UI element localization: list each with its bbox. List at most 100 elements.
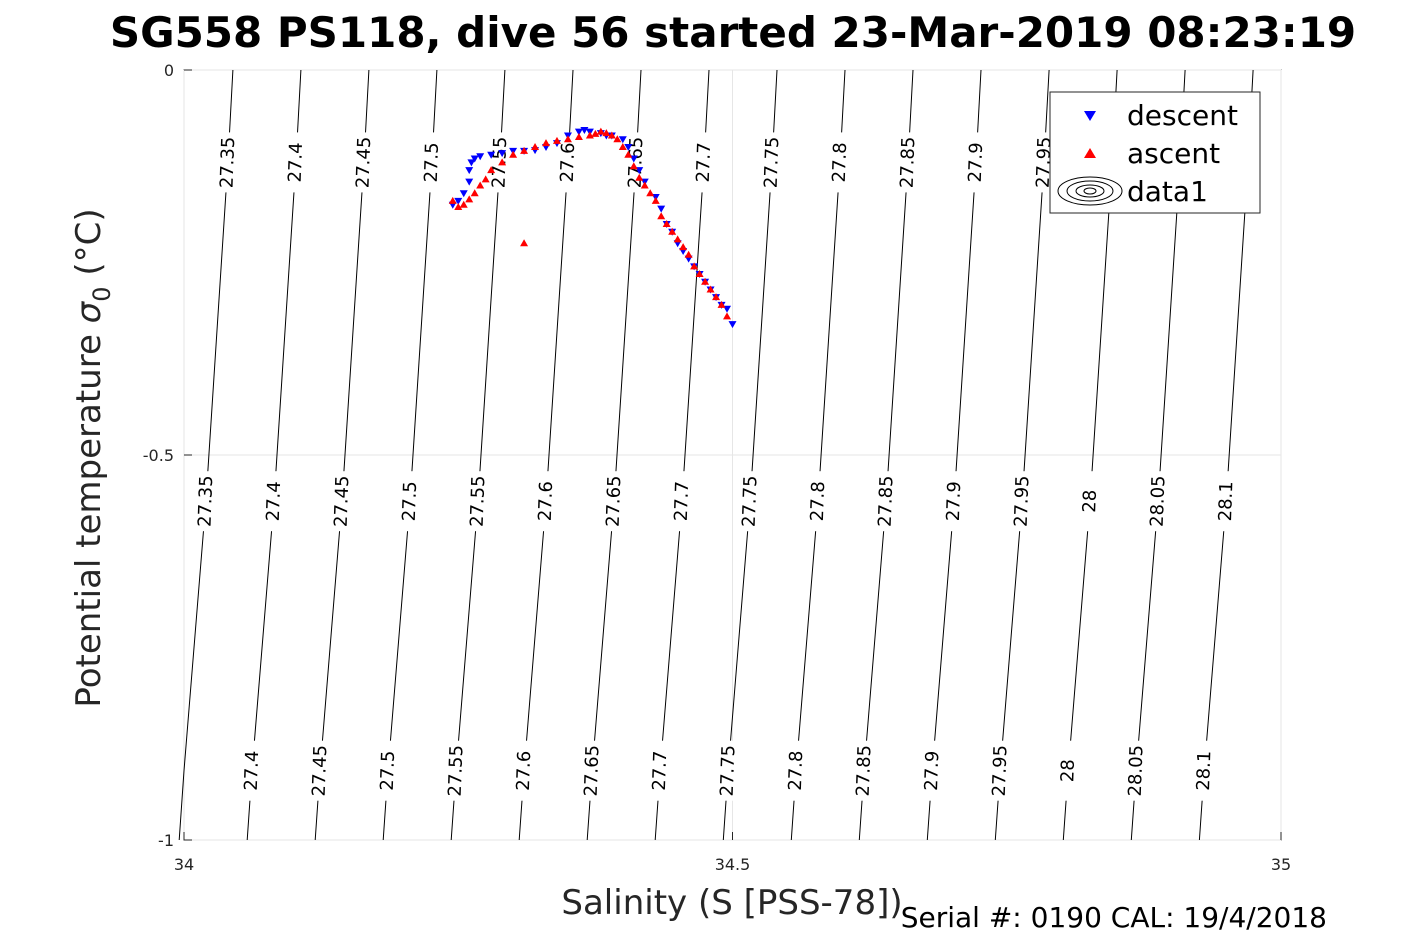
contour-label-0-8: 27.75 [761,136,784,188]
contour-label-1-15: 28.1 [1215,481,1237,522]
contour-label-bg-0-9 [828,132,853,193]
contour-label-bg-0-0 [215,132,240,193]
contour-label-bg-2-6 [580,740,605,801]
svg-text:Potential temperature σ0 (°C): Potential temperature σ0 (°C) [69,208,116,707]
contour-label-bg-2-7 [648,740,673,801]
y-axis-label-sub: 0 [88,286,116,301]
contour-label-2-8: 27.75 [717,745,740,797]
contour-label-2-13: 28 [1057,759,1079,783]
legend-ascent-label: ascent [1127,137,1220,170]
contour-label-bg-1-0 [193,471,218,532]
contour-label-bg-1-14 [1146,471,1171,532]
ascent-point-2 [459,200,468,208]
ascent-point-8 [498,158,507,166]
footer-serial-cal: Serial #: 0190 CAL: 19/4/2018 [901,901,1327,934]
ascent-point-11 [531,143,540,150]
contour-label-2-1: 27.4 [241,750,263,791]
contour-label-bg-2-10 [852,740,877,801]
ascent-point-40 [717,300,726,308]
ascent-point-15 [574,132,583,140]
contour-label-bg-0-1 [283,132,308,193]
contour-label-0-9: 27.8 [829,142,851,183]
ascent-point-18 [596,127,605,135]
x-tick-label-0: 34 [174,855,194,874]
y-tick-label-2: -1 [158,831,174,850]
ascent-point-32 [673,235,682,243]
contour-label-1-2: 27.45 [331,475,354,527]
contour-label-bg-0-10 [896,132,921,193]
descent-point-4 [465,167,474,175]
ascent-point-5 [476,181,485,189]
contour-label-bg-1-9 [806,471,831,532]
contour-label-1-7: 27.7 [671,481,693,522]
ascent-point-19 [602,129,611,137]
ascent-point-37 [701,277,710,285]
ascent-point-42 [520,239,529,247]
contour-label-2-12: 27.95 [989,745,1012,797]
x-axis-label: Salinity (S [PSS-78]) [561,883,902,923]
ascent-point-3 [465,195,474,203]
contour-label-2-4: 27.55 [445,745,468,797]
legend-descent-label: descent [1127,99,1238,132]
ascent-point-21 [613,135,622,143]
ascent-point-33 [679,243,688,251]
contour-label-bg-2-8 [716,740,741,801]
contour-label-bg-1-2 [329,471,354,532]
descent-point-3 [465,178,474,186]
contour-label-bg-1-3 [397,471,422,532]
ascent-point-22 [618,143,627,150]
ascent-point-9 [509,150,518,158]
contour-label-bg-1-13 [1078,471,1103,532]
ascent-point-35 [690,262,699,270]
contour-label-bg-1-4 [465,471,490,532]
contour-label-1-12: 27.95 [1011,475,1034,527]
contour-label-bg-1-11 [942,471,967,532]
ascent-point-4 [470,189,479,197]
contour-label-1-8: 27.75 [739,475,762,527]
y-axis-label-unit: (°C) [69,208,109,286]
descent-point-1 [454,197,463,205]
contour-label-2-15: 28.1 [1193,750,1215,791]
ascent-point-12 [542,139,551,147]
descent-point-5 [467,159,476,167]
descent-point-16 [574,128,583,136]
contour-label-2-7: 27.7 [649,750,671,791]
descent-point-22 [618,136,627,144]
contour-label-0-5: 27.6 [557,142,579,183]
contour-label-bg-1-10 [874,471,899,532]
contour-label-2-6: 27.65 [581,745,604,797]
ascent-point-29 [657,212,666,220]
contour-label-0-11: 27.9 [965,142,987,183]
descent-point-28 [657,205,666,213]
ascent-point-17 [591,129,600,137]
contour-label-1-13: 28 [1079,489,1101,513]
ascent-point-28 [651,196,660,204]
contour-label-1-9: 27.8 [807,481,829,522]
legend-ascent-marker [1084,148,1096,158]
y-tick-label-0: 0 [164,61,174,80]
contour-label-bg-2-15 [1192,740,1217,801]
contour-label-bg-0-2 [351,132,376,193]
contour-label-bg-0-11 [964,132,989,193]
contour-label-1-0: 27.35 [195,475,218,527]
x-tick-label-2: 35 [1271,855,1291,874]
contour-label-1-5: 27.6 [535,481,557,522]
contour-label-1-10: 27.85 [875,475,898,527]
contour-label-bg-2-4 [444,740,469,801]
legend-data1-marker [1057,176,1123,206]
y-tick-label-1: -0.5 [143,446,174,465]
y-axis-label-sym: σ [69,300,109,323]
contour-label-1-14: 28.05 [1147,475,1170,527]
contour-label-2-10: 27.85 [853,745,876,797]
contour-label-bg-2-2 [308,740,333,801]
ascent-point-23 [624,150,633,158]
chart-title: SG558 PS118, dive 56 started 23-Mar-2019… [110,8,1356,57]
contour-label-0-10: 27.85 [897,136,920,188]
contour-label-bg-1-7 [670,471,695,532]
contour-label-1-6: 27.65 [603,475,626,527]
ascent-point-41 [723,312,732,320]
contour-label-1-11: 27.9 [943,481,965,522]
contour-label-0-7: 27.7 [693,142,715,183]
legend-data1-label: data1 [1127,175,1208,208]
contour-label-bg-2-9 [784,740,809,801]
